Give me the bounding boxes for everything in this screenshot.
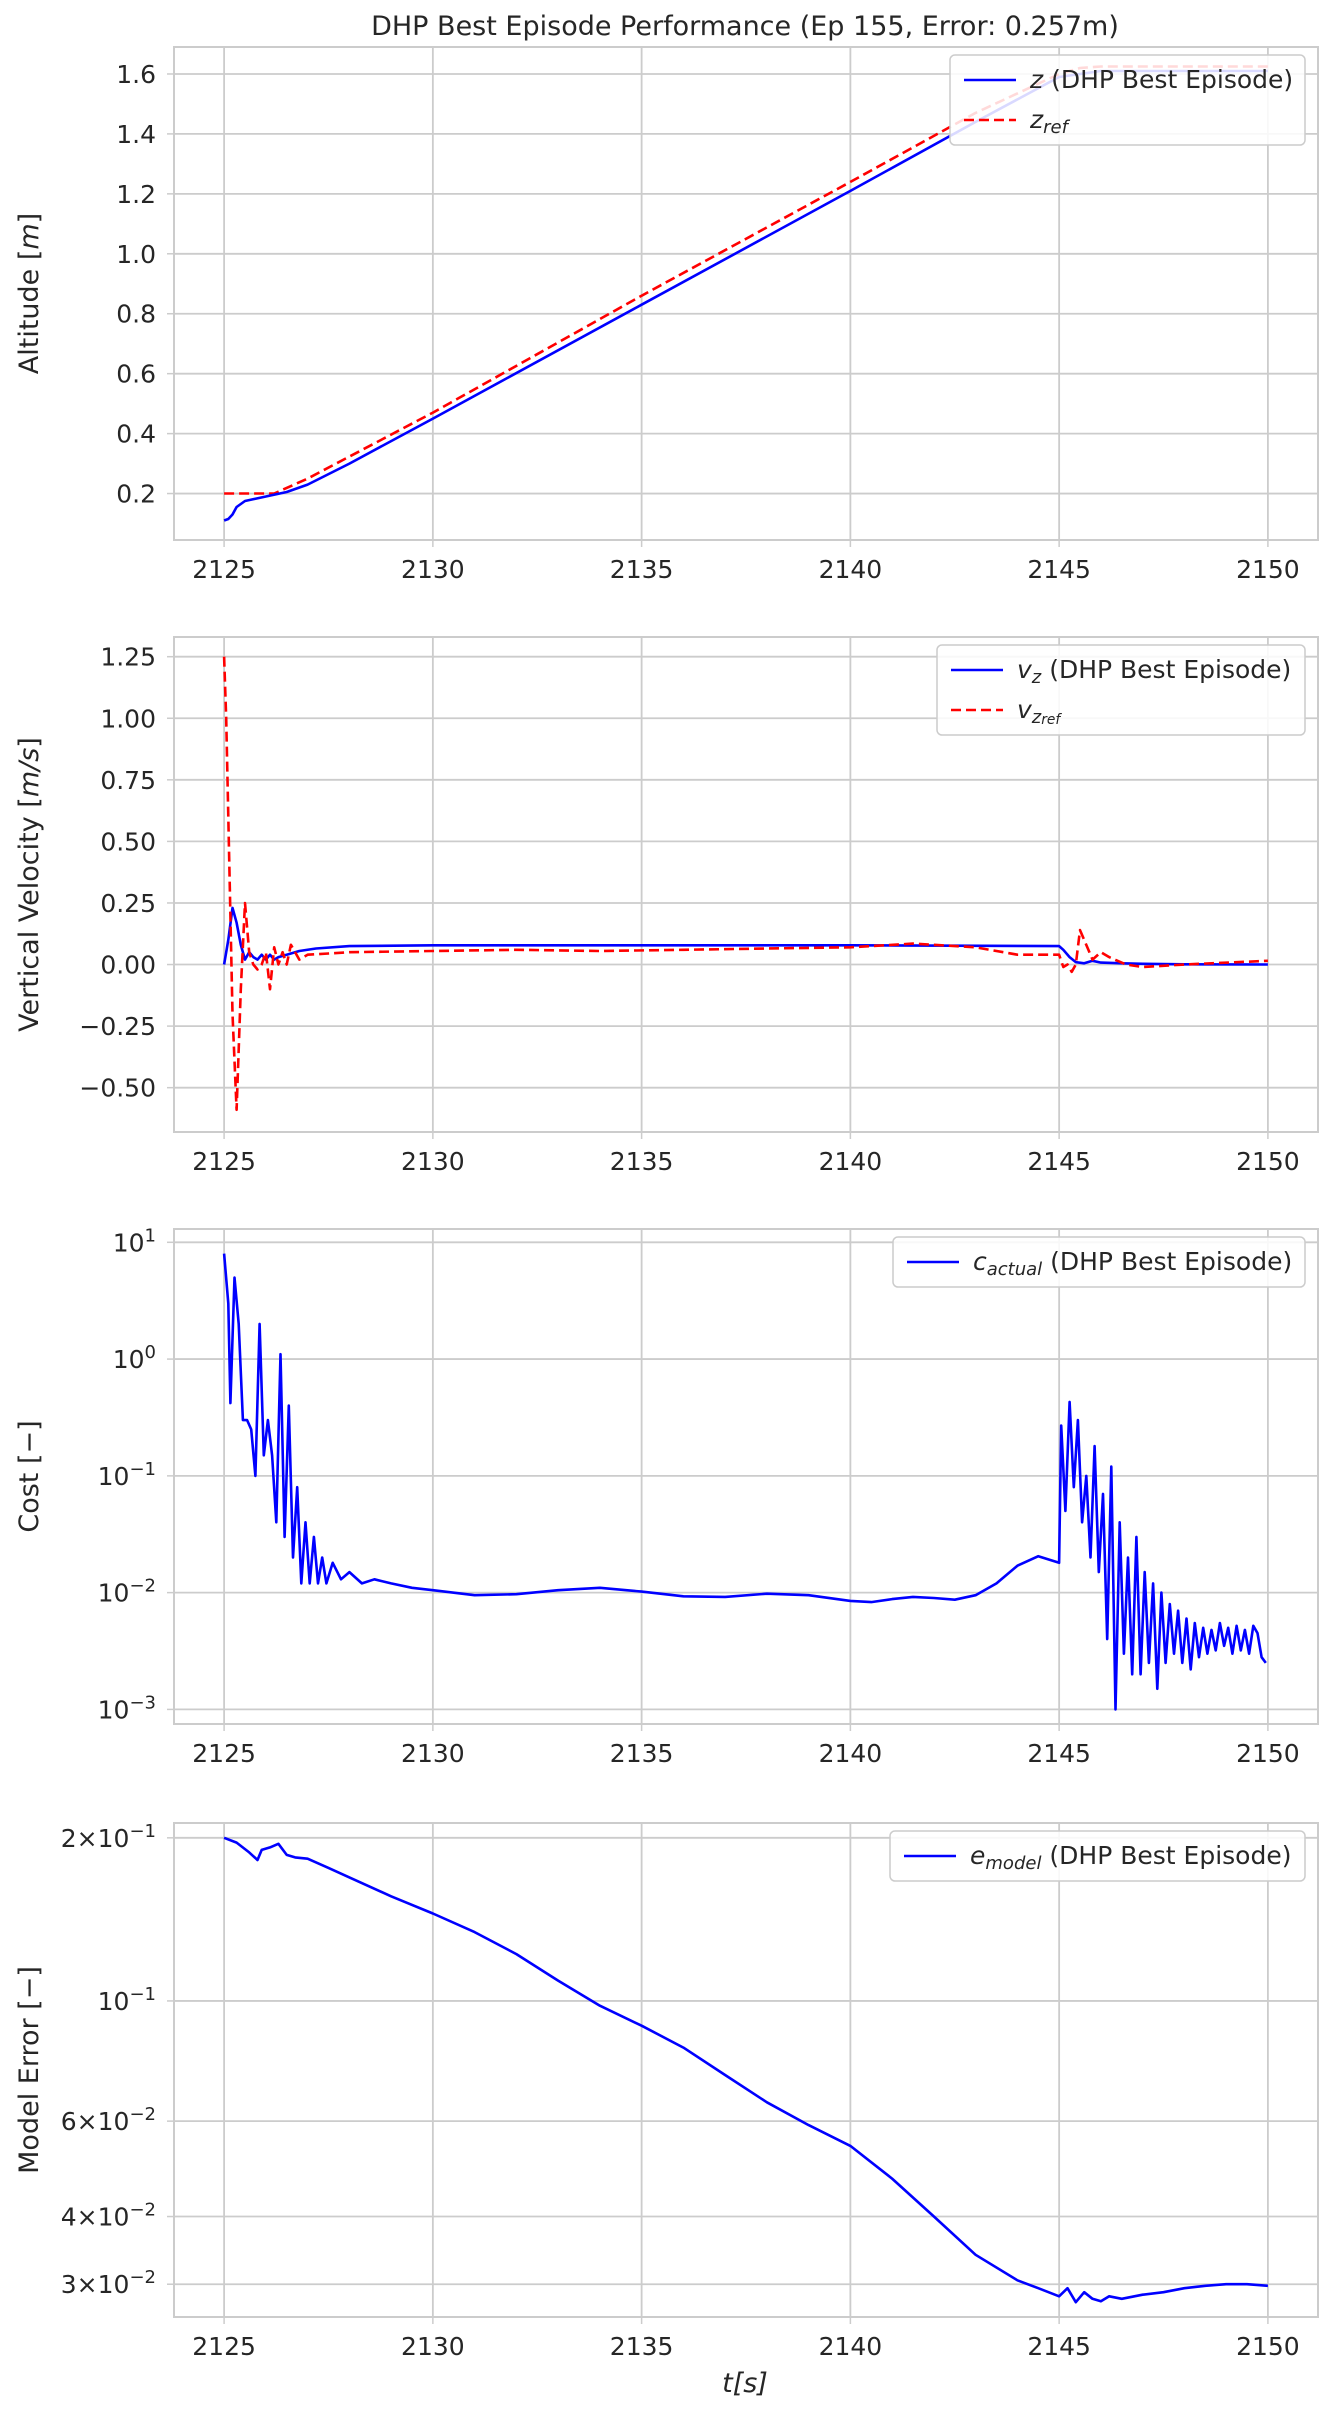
y-tick-label: −0.50 — [79, 1074, 156, 1103]
model-error-subplot: 2125 2130 2135 2140 2145 2150 2×10−1 10−1 6×10−2… — [14, 1820, 1319, 2361]
x-tick-label: 2125 — [192, 555, 256, 584]
y-tick-label: 1.6 — [116, 60, 156, 89]
cost-subplot: 2125 2130 2135 2140 2145 2150 101 100 10−1 10−2 10… — [14, 1225, 1319, 1768]
plot-frame — [173, 46, 1319, 541]
x-tick-label: 2130 — [401, 555, 465, 584]
y-tick-label: 0.75 — [100, 766, 156, 795]
legend-label: vz (DHP Best Episode) — [1017, 655, 1291, 688]
x-tick-label: 2125 — [192, 1739, 256, 1768]
x-tick-label: 2145 — [1027, 555, 1091, 584]
x-tick-label: 2150 — [1236, 1739, 1300, 1768]
y-tick-label: 0.2 — [116, 480, 156, 509]
y-tick-label: 0.25 — [100, 889, 156, 918]
plot-frame — [173, 1228, 1319, 1725]
x-tick-label: 2135 — [610, 1739, 674, 1768]
x-tick-label: 2140 — [819, 555, 883, 584]
y-axis-label: Cost [−] — [14, 1420, 45, 1532]
x-tick-label: 2135 — [610, 1147, 674, 1176]
y-tick-label: 101 — [113, 1225, 156, 1258]
y-tick-label: 10−1 — [98, 1458, 156, 1491]
legend-label: vzref — [1017, 695, 1062, 728]
legend-box — [892, 1236, 1306, 1288]
vertical-velocity-subplot: 2125 2130 2135 2140 2145 2150 1.25 1.00 0.75 0.50… — [14, 636, 1319, 1176]
series-line-actual — [222, 1253, 1267, 1711]
y-tick-label: 0.00 — [100, 951, 156, 980]
y-tick-label: 1.25 — [100, 643, 156, 672]
legend-label: emodel (DHP Best Episode) — [970, 1841, 1291, 1874]
plot-frame — [173, 636, 1319, 1133]
y-tick-label: 0.4 — [116, 420, 156, 449]
y-axis-label: Model Error [−] — [14, 1966, 45, 2174]
y-tick-label: 1.2 — [116, 180, 156, 209]
series-line-reference — [222, 656, 1268, 1112]
x-tick-label: 2150 — [1236, 555, 1300, 584]
x-tick-label: 2130 — [401, 1147, 465, 1176]
y-tick-label: 3×10−2 — [61, 2267, 156, 2300]
y-axis-label: Vertical Velocity [m/s] — [14, 737, 45, 1032]
series-line-actual — [222, 906, 1268, 966]
plot-frame — [173, 1822, 1319, 2318]
legend-label: zref — [1029, 105, 1071, 138]
y-tick-label: 1.00 — [100, 704, 156, 733]
y-tick-label: 0.50 — [100, 827, 156, 856]
x-tick-label: 2130 — [401, 2332, 465, 2361]
y-tick-label: 1.4 — [116, 120, 156, 149]
legend-label: cactual (DHP Best Episode) — [973, 1247, 1292, 1280]
x-tick-label: 2135 — [610, 555, 674, 584]
y-tick-label: 10−1 — [98, 1983, 156, 2016]
y-tick-label: 0.6 — [116, 360, 156, 389]
x-tick-label: 2140 — [819, 2332, 883, 2361]
series-line-actual — [223, 1836, 1268, 2304]
x-tick-label: 2150 — [1236, 1147, 1300, 1176]
y-tick-label: 10−2 — [98, 1575, 156, 1608]
y-tick-label: 6×10−2 — [61, 2104, 156, 2137]
x-axis-label: t[s] — [722, 2368, 768, 2399]
x-tick-label: 2130 — [401, 1739, 465, 1768]
legend-box — [889, 1830, 1306, 1882]
y-tick-label: 1.0 — [116, 240, 156, 269]
x-tick-label: 2145 — [1027, 1147, 1091, 1176]
y-tick-label: 0.8 — [116, 300, 156, 329]
altitude-subplot: 2125 2130 2135 2140 2145 2150 0.2 0.4 0.6 0.8 1.0 1… — [14, 46, 1319, 584]
y-tick-label: 10−3 — [98, 1692, 156, 1725]
y-tick-label: −0.25 — [79, 1012, 156, 1041]
x-tick-label: 2150 — [1236, 2332, 1300, 2361]
legend-box — [949, 54, 1306, 146]
x-tick-label: 2140 — [819, 1739, 883, 1768]
legend-box — [936, 644, 1306, 736]
x-tick-label: 2125 — [192, 2332, 256, 2361]
chart-title: DHP Best Episode Performance (Ep 155, Er… — [371, 11, 1119, 42]
x-tick-label: 2125 — [192, 1147, 256, 1176]
x-tick-label: 2145 — [1027, 2332, 1091, 2361]
x-tick-label: 2140 — [819, 1147, 883, 1176]
y-axis-label: Altitude [m] — [14, 213, 45, 374]
y-tick-label: 100 — [113, 1342, 156, 1375]
x-tick-label: 2145 — [1027, 1739, 1091, 1768]
y-tick-label: 4×10−2 — [61, 2199, 156, 2232]
legend-label: z (DHP Best Episode) — [1029, 65, 1293, 94]
y-tick-label: 2×10−1 — [61, 1820, 156, 1853]
x-tick-label: 2135 — [610, 2332, 674, 2361]
